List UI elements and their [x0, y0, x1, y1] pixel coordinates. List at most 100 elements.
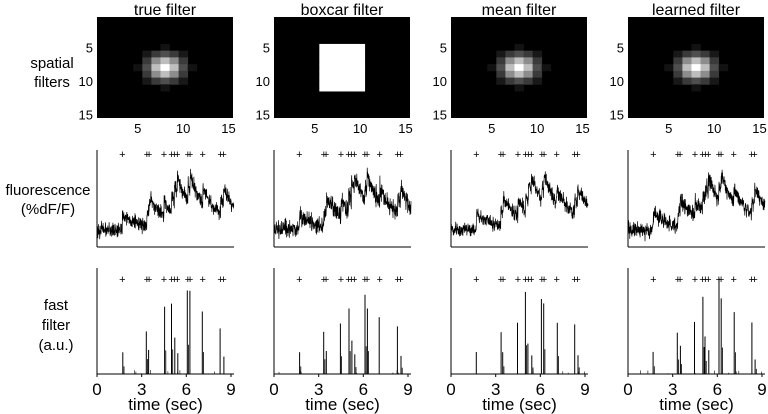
spatial-pixel: [337, 57, 347, 65]
spike-marker: +: [541, 274, 547, 286]
spatial-pixel: [700, 64, 710, 72]
spike-marker: +: [730, 149, 736, 161]
spatial-pixel: [151, 50, 161, 58]
spatial-pixel: [532, 50, 543, 58]
spatial-pixel: [169, 77, 179, 85]
spike-marker: +: [571, 274, 577, 286]
spike-marker: +: [650, 274, 656, 286]
spatial-pixel: [337, 50, 347, 58]
spike-marker: +: [574, 274, 580, 286]
spike-marker: +: [541, 149, 547, 161]
spike-marker: +: [539, 274, 545, 286]
spatial-xtick-label: 5: [665, 121, 672, 136]
spatial-pixel: [319, 50, 329, 58]
spatial-pixel: [523, 64, 533, 72]
spatial-pixel: [346, 43, 356, 52]
time-tick-label: 6: [359, 380, 368, 399]
time-tick-label: 3: [137, 380, 146, 399]
spatial-pixel: [709, 77, 720, 85]
spatial-pixel: [718, 64, 729, 72]
spatial-ytick-label: 10: [79, 74, 93, 89]
spike-marker: +: [675, 149, 681, 161]
spatial-pixel: [691, 77, 701, 85]
spatial-xtick-label: 15: [221, 121, 235, 136]
time-tick-label: 9: [403, 380, 412, 399]
spatial-pixel: [487, 64, 497, 72]
spatial-pixel: [709, 64, 720, 72]
spike-marker: +: [500, 274, 506, 286]
spatial-ytick-label: 5: [617, 40, 624, 55]
spatial-pixel: [151, 57, 161, 65]
spike-marker: +: [528, 149, 534, 161]
spatial-pixel: [700, 57, 710, 65]
row-label-fluorescence-line1: fluorescence: [5, 182, 90, 199]
spatial-pixel: [346, 50, 356, 58]
spatial-pixel: [178, 70, 189, 78]
spatial-xtick-label: 5: [311, 121, 318, 136]
spatial-pixel: [355, 64, 366, 72]
spike-marker: +: [174, 149, 180, 161]
spike-marker: +: [692, 274, 698, 286]
spike-marker: +: [525, 274, 531, 286]
time-tick-label: 0: [446, 380, 455, 399]
spatial-pixel: [496, 64, 506, 72]
spatial-pixel: [178, 50, 189, 58]
spatial-pixel: [496, 57, 506, 65]
spike-marker: +: [498, 149, 504, 161]
column-title-true: true filter: [134, 2, 197, 19]
spatial-pixel: [160, 77, 170, 85]
spatial-xtick-label: 10: [176, 121, 190, 136]
time-axis-label: time (sec): [128, 395, 203, 414]
spatial-pixel: [337, 84, 347, 92]
spatial-pixel: [505, 50, 515, 58]
spike-marker: +: [348, 149, 354, 161]
spike-marker: +: [364, 149, 370, 161]
spatial-pixel: [514, 70, 524, 78]
spatial-pixel: [328, 77, 338, 85]
spike-marker: +: [397, 149, 403, 161]
spatial-pixel: [709, 50, 720, 58]
time-tick-label: 9: [226, 380, 235, 399]
spike-marker: +: [748, 274, 754, 286]
spatial-pixel: [541, 64, 552, 72]
spike-marker: +: [171, 274, 177, 286]
row-label-fast-line1: fast: [44, 297, 69, 314]
spatial-pixel: [532, 64, 543, 72]
spike-marker: +: [185, 274, 191, 286]
fluorescence-panel-boxcar: + ++ + +++ ++ + ++: [273, 149, 412, 248]
spatial-xtick-label: 10: [530, 121, 544, 136]
spike-marker: +: [144, 274, 150, 286]
spike-marker: +: [473, 149, 479, 161]
spatial-pixel: [151, 64, 161, 72]
row-labels: spatial filters fluorescence (%dF/F) fas…: [5, 55, 90, 354]
spatial-pixel: [691, 50, 701, 58]
time-axis-label: time (sec): [482, 395, 557, 414]
spatial-pixel: [346, 70, 356, 78]
spatial-pixel: [355, 77, 366, 85]
spatial-ytick-label: 15: [256, 108, 270, 123]
spike-marker: +: [730, 274, 736, 286]
spike-marker: +: [119, 274, 125, 286]
spatial-pixel: [160, 43, 170, 52]
spike-marker: +: [119, 149, 125, 161]
spatial-pixel: [523, 57, 533, 65]
time-axis-label: time (sec): [305, 395, 380, 414]
spike-marker: +: [528, 274, 534, 286]
spike-marker: +: [199, 274, 205, 286]
spatial-pixel: [187, 64, 198, 72]
spatial-pixel: [523, 50, 533, 58]
spatial-pixel: [691, 43, 701, 52]
time-tick-label: 0: [92, 380, 101, 399]
spike-marker: +: [187, 274, 193, 286]
spatial-xtick-label: 10: [707, 121, 721, 136]
spatial-pixel: [673, 77, 683, 85]
time-tick-label: 0: [269, 380, 278, 399]
spatial-pixel: [160, 50, 170, 58]
spatial-pixel: [337, 70, 347, 78]
spatial-ytick-label: 15: [610, 108, 624, 123]
spike-marker: +: [321, 149, 327, 161]
spatial-pixel: [682, 57, 692, 65]
